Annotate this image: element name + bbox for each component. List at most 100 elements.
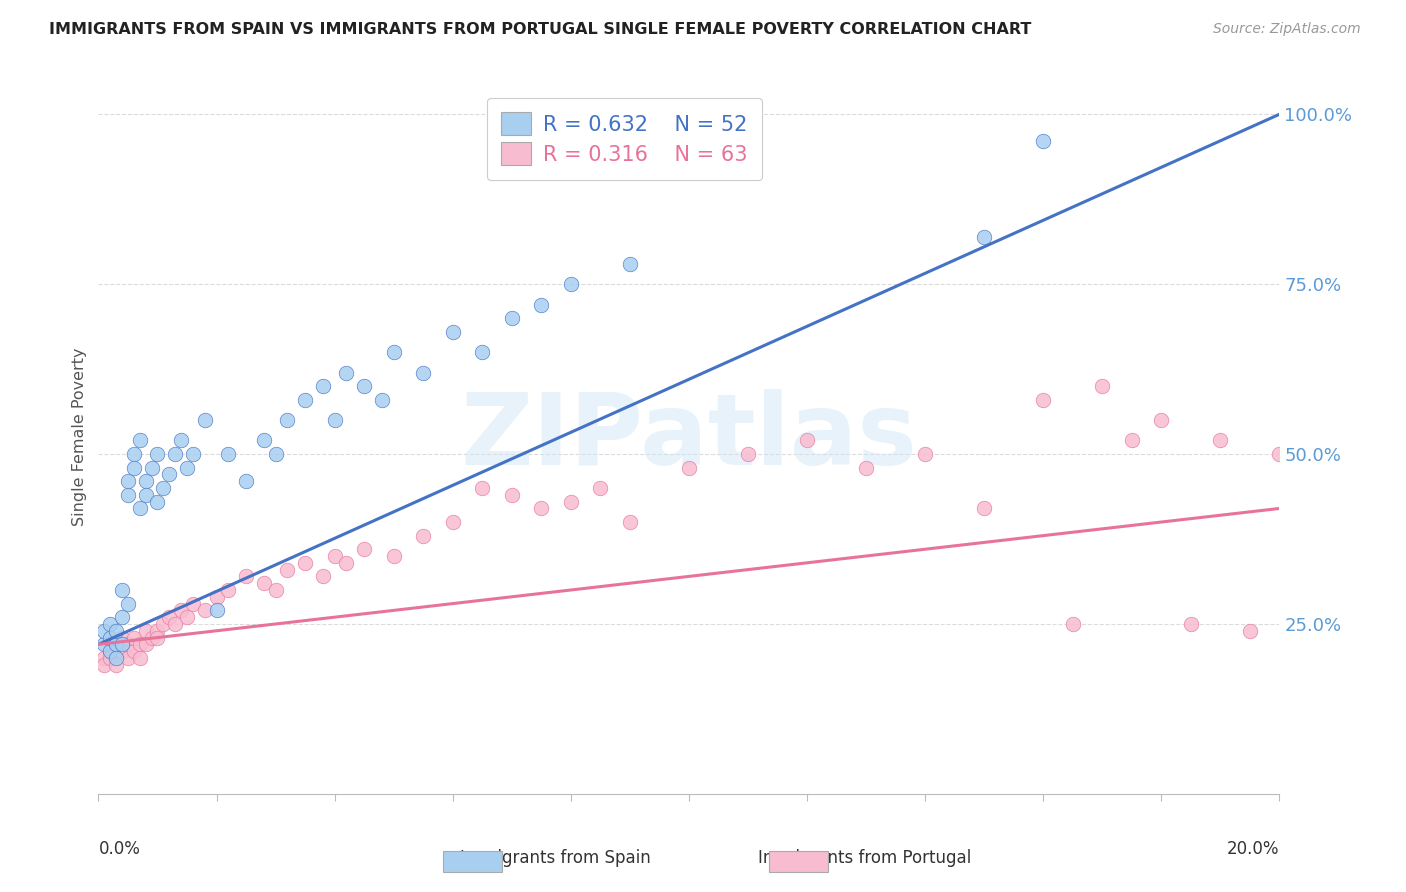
Point xyxy=(294,556,316,570)
Point xyxy=(678,460,700,475)
Point xyxy=(530,297,553,311)
Point xyxy=(105,637,128,651)
Point xyxy=(264,582,287,597)
Text: Immigrants from Portugal: Immigrants from Portugal xyxy=(758,849,972,867)
Point xyxy=(1091,379,1114,393)
Point xyxy=(371,392,394,407)
Point xyxy=(235,569,257,583)
Point xyxy=(111,637,134,651)
Point xyxy=(122,644,145,658)
Point xyxy=(1268,447,1291,461)
Point xyxy=(1298,501,1320,516)
Point xyxy=(93,624,115,638)
Point xyxy=(93,637,115,651)
Point xyxy=(619,257,641,271)
Point xyxy=(117,475,139,489)
Point xyxy=(111,610,134,624)
Point xyxy=(135,475,157,489)
Point xyxy=(353,542,375,557)
Point xyxy=(264,447,287,461)
Text: 20.0%: 20.0% xyxy=(1227,840,1279,858)
Point xyxy=(122,460,145,475)
Point xyxy=(914,447,936,461)
Point xyxy=(141,460,163,475)
Point xyxy=(217,447,239,461)
Point xyxy=(619,515,641,529)
Point xyxy=(205,590,228,604)
Point xyxy=(253,434,276,448)
Point xyxy=(335,556,357,570)
Point xyxy=(122,447,145,461)
Point xyxy=(412,528,434,542)
Point xyxy=(128,501,150,516)
Point xyxy=(353,379,375,393)
Point xyxy=(165,447,187,461)
Point xyxy=(471,481,494,495)
Point xyxy=(1032,135,1054,149)
Point xyxy=(146,447,169,461)
Point xyxy=(253,576,276,591)
Point xyxy=(111,631,134,645)
Point xyxy=(276,413,298,427)
Point xyxy=(323,549,346,563)
Point xyxy=(181,447,204,461)
Point xyxy=(737,447,759,461)
Point xyxy=(589,481,612,495)
Point xyxy=(105,624,128,638)
Point xyxy=(98,644,121,658)
Point xyxy=(855,460,877,475)
Y-axis label: Single Female Poverty: Single Female Poverty xyxy=(72,348,87,526)
Point xyxy=(146,624,169,638)
Text: Source: ZipAtlas.com: Source: ZipAtlas.com xyxy=(1213,22,1361,37)
Text: ZIPatlas: ZIPatlas xyxy=(461,389,917,485)
Point xyxy=(530,501,553,516)
Point xyxy=(135,624,157,638)
Point xyxy=(205,603,228,617)
Point xyxy=(146,494,169,508)
Point xyxy=(312,569,335,583)
Point xyxy=(105,651,128,665)
Point xyxy=(796,434,818,448)
Point xyxy=(105,657,128,672)
Legend: R = 0.632    N = 52, R = 0.316    N = 63: R = 0.632 N = 52, R = 0.316 N = 63 xyxy=(486,98,762,179)
Point xyxy=(128,651,150,665)
Point xyxy=(471,345,494,359)
Point xyxy=(194,603,217,617)
Point xyxy=(152,481,174,495)
Point xyxy=(111,582,134,597)
Point xyxy=(170,603,193,617)
Point xyxy=(1209,434,1232,448)
Point xyxy=(146,631,169,645)
Point xyxy=(501,311,523,326)
Point xyxy=(117,637,139,651)
Point xyxy=(141,631,163,645)
Point xyxy=(98,617,121,632)
Point xyxy=(98,631,121,645)
Point xyxy=(412,366,434,380)
Point xyxy=(560,494,582,508)
Point xyxy=(1032,392,1054,407)
Point xyxy=(973,501,995,516)
Point xyxy=(176,460,198,475)
Point xyxy=(235,475,257,489)
Point xyxy=(323,413,346,427)
Point xyxy=(93,657,115,672)
Point xyxy=(1180,617,1202,632)
Point xyxy=(117,651,139,665)
Point xyxy=(128,637,150,651)
Point xyxy=(217,582,239,597)
Text: Immigrants from Spain: Immigrants from Spain xyxy=(460,849,651,867)
Point xyxy=(152,617,174,632)
Point xyxy=(1239,624,1261,638)
Point xyxy=(93,651,115,665)
Point xyxy=(441,325,464,339)
Point xyxy=(1150,413,1173,427)
Point xyxy=(973,229,995,244)
Point xyxy=(170,434,193,448)
Point xyxy=(157,467,180,482)
Point xyxy=(117,488,139,502)
Point xyxy=(165,617,187,632)
Point xyxy=(135,488,157,502)
Point xyxy=(501,488,523,502)
Point xyxy=(276,563,298,577)
